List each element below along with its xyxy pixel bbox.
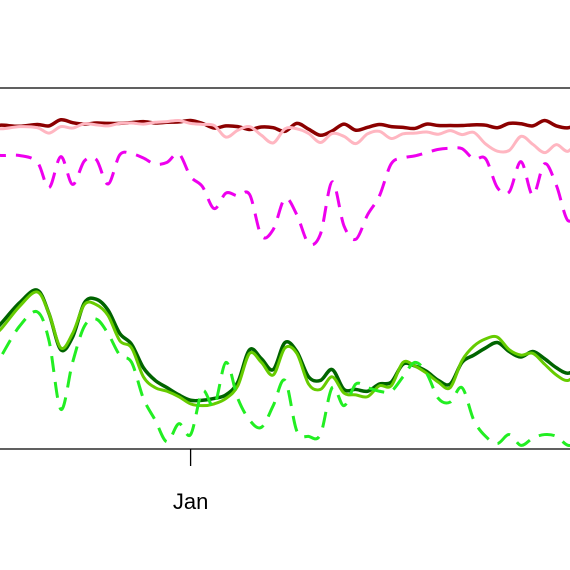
series-line-2 xyxy=(0,118,570,155)
series-line-5 xyxy=(0,290,570,408)
x-tick-label-1: Jan xyxy=(173,489,208,514)
x-axis: Jan xyxy=(173,449,208,514)
series-line-4 xyxy=(0,288,570,403)
series-layer xyxy=(0,117,570,448)
series-line-6 xyxy=(0,309,570,448)
series-line-3 xyxy=(0,146,570,247)
plot-frame xyxy=(0,87,570,450)
